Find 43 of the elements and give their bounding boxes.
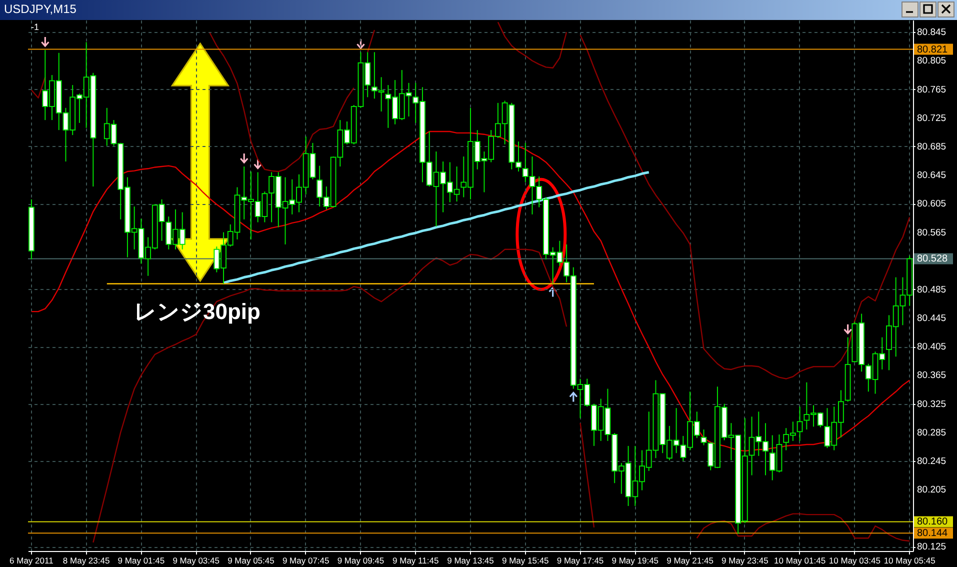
y-tick-label: 80.605: [917, 198, 946, 210]
ref-line-label: 80.160: [917, 516, 948, 528]
y-tick-label: 80.645: [917, 170, 946, 182]
y-tick-label: 80.685: [917, 141, 946, 152]
x-tick-label: 9 May 21:45: [666, 556, 714, 566]
line-series: [222, 170, 650, 284]
x-tick-label: 9 May 11:45: [392, 556, 439, 566]
y-tick-label: 80.405: [917, 342, 946, 353]
x-tick-label: 6 May 2011: [10, 556, 54, 566]
x-tick-label: 8 May 23:45: [62, 556, 110, 566]
x-tick-label: 9 May 17:45: [556, 556, 604, 566]
ref-line-label: 80.821: [917, 44, 948, 56]
x-tick-label: 9 May 05:45: [228, 556, 275, 566]
ref-line-label: 80.144: [917, 528, 948, 540]
x-tick-label: 9 May 19:45: [612, 556, 659, 566]
y-tick-label: 80.245: [917, 456, 946, 467]
x-tick-label: 10 May 01:45: [774, 556, 826, 566]
y-tick-label: 80.725: [917, 112, 946, 124]
annotation: -1: [31, 22, 40, 32]
x-tick-label: 10 May 03:45: [828, 556, 881, 566]
annotation: レンジ30pip: [134, 299, 260, 324]
chart-title: USDJPY,M15: [4, 2, 77, 16]
y-tick-label: 80.285: [917, 427, 946, 438]
x-tick-label: 9 May 01:45: [118, 556, 165, 566]
y-tick-label: 80.365: [917, 370, 946, 382]
x-tick-label: 10 May 05:45: [884, 556, 936, 566]
y-tick-label: 80.205: [917, 484, 946, 496]
x-tick-label: 9 May 07:45: [282, 556, 330, 566]
y-tick-label: 80.445: [917, 313, 946, 324]
y-tick-label: 80.845: [917, 27, 946, 38]
ref-line-label: 80.528: [917, 254, 948, 265]
x-tick-label: 9 May 15:45: [502, 556, 550, 566]
y-tick-label: 80.125: [917, 542, 946, 553]
x-tick-label: 9 May 09:45: [337, 556, 384, 566]
y-tick-label: 80.765: [917, 84, 946, 96]
x-tick-label: 9 May 03:45: [172, 556, 220, 566]
x-tick-label: 9 May 13:45: [447, 556, 494, 566]
y-tick-label: 80.565: [917, 227, 946, 238]
y-tick-label: 80.325: [917, 398, 946, 410]
x-tick-label: 9 May 23:45: [722, 556, 769, 566]
candlestick: [796, 406, 803, 442]
y-tick-label: 80.485: [917, 284, 946, 296]
y-tick-label: 80.805: [917, 56, 946, 67]
